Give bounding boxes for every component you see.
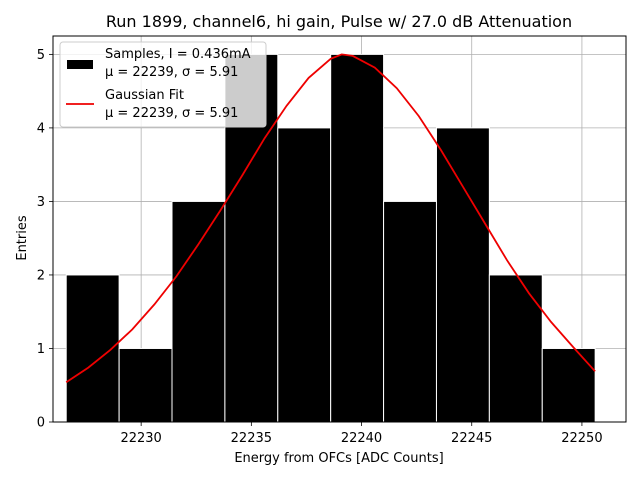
legend-fit-stats: μ = 22239, σ = 5.91 — [105, 106, 238, 121]
legend-samples-swatch — [67, 60, 93, 69]
legend-fit-label: Gaussian Fit — [105, 88, 184, 103]
histogram-bar — [277, 127, 332, 423]
y-tick-label: 4 — [37, 121, 45, 136]
x-axis-label: Energy from OFCs [ADC Counts] — [234, 451, 443, 466]
y-axis-ticks: 0 1 2 3 4 5 — [37, 48, 53, 431]
plot-area-frame — [52, 35, 627, 423]
chart-title: Run 1899, channel6, hi gain, Pulse w/ 27… — [106, 12, 572, 31]
x-tick-label: 22240 — [341, 431, 382, 446]
histogram-bar — [541, 347, 596, 423]
histogram-bar — [330, 53, 385, 423]
legend-box — [59, 41, 267, 128]
y-tick-label: 0 — [37, 416, 45, 431]
histogram-bar — [118, 347, 173, 423]
x-tick-label: 22245 — [451, 431, 492, 446]
legend-samples-label: Samples, I = 0.436mA — [105, 47, 251, 62]
gaussian-fit-line — [65, 53, 596, 384]
x-tick-label: 22235 — [231, 431, 272, 446]
legend-samples-stats: μ = 22239, σ = 5.91 — [105, 65, 238, 80]
histogram-bar — [383, 200, 437, 423]
legend: Samples, I = 0.436mA μ = 22239, σ = 5.91… — [59, 41, 267, 128]
x-axis-ticks: 22230 22235 22240 22245 22250 — [120, 422, 603, 446]
y-tick-label: 3 — [37, 195, 45, 210]
y-tick-label: 5 — [37, 48, 45, 63]
y-tick-label: 2 — [37, 268, 45, 283]
x-tick-label: 22250 — [561, 431, 602, 446]
x-tick-label: 22230 — [120, 431, 161, 446]
histogram-bar — [488, 274, 543, 423]
histogram-bar — [435, 127, 490, 423]
y-axis-label: Entries — [15, 215, 30, 261]
y-tick-label: 1 — [37, 342, 45, 357]
histogram-bar — [171, 200, 226, 423]
